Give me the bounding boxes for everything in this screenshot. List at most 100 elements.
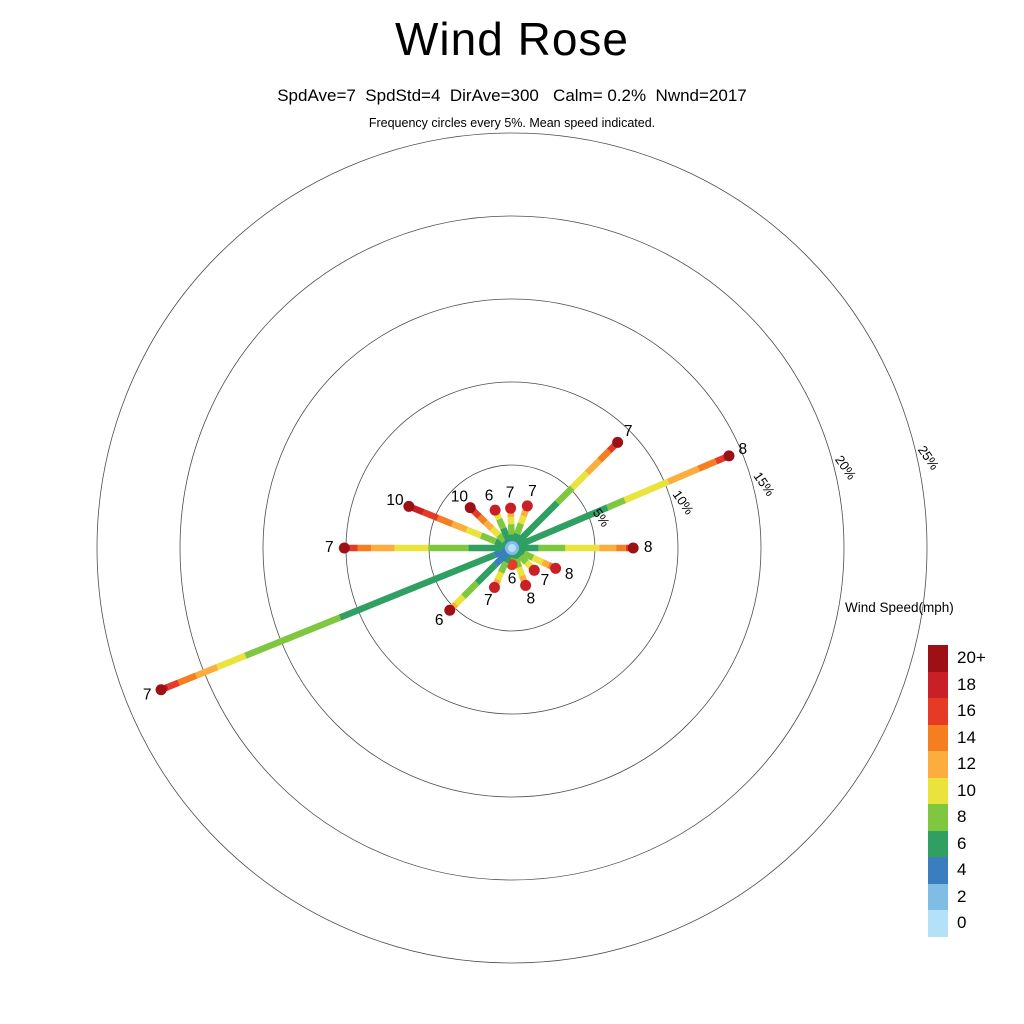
wind-spoke-segment: [216, 652, 247, 671]
wind-spoke-segment: [606, 443, 617, 454]
legend-entry-label: 0: [957, 913, 967, 933]
wind-spoke-segment: [555, 485, 575, 505]
wind-spoke-segment: [597, 448, 612, 463]
wind-spoke-segment: [474, 561, 499, 586]
frequency-ring: [96, 132, 928, 964]
wind-spoke-tip: [403, 500, 415, 512]
legend-color-swatch: [928, 804, 948, 831]
spoke-mean-speed-label: 7: [325, 539, 334, 556]
wind-spoke-tip: [528, 564, 540, 576]
legend-color-swatch: [928, 724, 948, 751]
wind-spoke-segment: [244, 614, 342, 659]
wind-spoke-segment: [541, 559, 551, 569]
frequency-note: Frequency circles every 5%. Mean speed i…: [368, 116, 656, 130]
wind-spoke-tip: [505, 502, 517, 514]
wind-spoke-segment: [623, 478, 670, 504]
wind-spoke-segment: [482, 519, 495, 531]
wind-spoke-tip: [155, 684, 167, 696]
legend-entry: 14: [928, 724, 1024, 751]
ring-percent-label: 10%: [670, 487, 697, 517]
legend-color-swatch: [928, 751, 948, 778]
wind-spoke-segment: [479, 532, 497, 545]
wind-spoke-segment: [517, 514, 527, 525]
wind-spoke-tip: [521, 500, 533, 512]
wind-spoke-tip: [488, 581, 500, 593]
spoke-mean-speed-label: 7: [506, 484, 515, 501]
wind-spoke-segment: [584, 458, 602, 476]
legend-entry: 8: [928, 804, 1024, 831]
wind-spoke-segment: [472, 509, 482, 519]
spoke-mean-speed-label: 8: [565, 566, 574, 583]
legend-entry-label: 8: [957, 807, 967, 827]
wind-spoke-segment: [436, 514, 454, 527]
ring-percent-label: 20%: [832, 452, 859, 482]
legend-entry: 20+: [928, 645, 1024, 672]
wind-spoke-segment: [518, 554, 529, 565]
legend-title: Wind Speed(mph): [845, 600, 954, 615]
wind-spoke-segment: [714, 454, 726, 465]
legend-entry: 16: [928, 698, 1024, 725]
spoke-mean-speed-label: 7: [528, 483, 537, 500]
legend-entry-label: 2: [957, 886, 967, 906]
wind-spoke-tip: [550, 562, 562, 574]
legend-color-swatch: [928, 830, 948, 857]
spoke-mean-speed-label: 8: [738, 441, 747, 458]
wind-spoke-segment: [194, 664, 219, 679]
wind-spoke-segment: [569, 470, 590, 491]
wind-spoke-segment: [514, 522, 524, 535]
calm-center-core: [508, 544, 516, 552]
wind-spoke-segment: [500, 526, 511, 541]
legend-entry-label: 12: [957, 754, 976, 774]
spoke-mean-speed-label: 7: [143, 686, 152, 703]
legend-color-swatch: [928, 777, 948, 804]
legend-color-swatch: [928, 698, 948, 725]
wind-spoke-segment: [513, 558, 523, 569]
wind-spoke-segment: [494, 571, 505, 581]
frequency-ring: [262, 298, 762, 798]
wind-spoke-segment: [422, 509, 439, 522]
wind-spoke-segment: [496, 517, 507, 530]
page-title: Wind Rose: [395, 13, 629, 65]
wind-spoke-tip: [627, 542, 639, 554]
wind-spoke-tip: [464, 502, 476, 514]
wind-spoke-tip: [612, 436, 624, 448]
legend-color-swatch: [928, 910, 948, 937]
spoke-mean-speed-label: 8: [644, 539, 653, 556]
wind-spoke-tip: [489, 504, 501, 516]
legend: Wind Speed(mph) 20+ 18 16 14 12 10 8 6 4 2 0: [845, 600, 1024, 937]
legend-entry: 4: [928, 857, 1024, 884]
legend-entry: 12: [928, 751, 1024, 778]
wind-spoke-segment: [531, 554, 544, 566]
spoke-mean-speed-label: 10: [386, 492, 404, 509]
wind-spoke-segment: [523, 559, 533, 569]
ring-percent-label: 15%: [751, 469, 778, 499]
spoke-mean-speed-label: 6: [508, 571, 517, 588]
wind-spoke-segment: [450, 520, 468, 533]
legend-entry: 6: [928, 830, 1024, 857]
wind-spoke-segment: [461, 580, 480, 599]
wind-spoke-segment: [465, 526, 483, 539]
wind-spoke-tip: [723, 450, 735, 462]
legend-color-swatch: [928, 645, 948, 672]
legend-entry-label: 6: [957, 833, 967, 853]
wind-spoke-segment: [496, 532, 507, 544]
frequency-ring: [179, 215, 845, 881]
legend-color-swatch: [928, 883, 948, 910]
legend-entry: 0: [928, 910, 1024, 937]
legend-entry: 2: [928, 883, 1024, 910]
legend-color-swatch: [928, 671, 948, 698]
legend-entry-label: 10: [957, 780, 976, 800]
wind-spoke-segment: [519, 574, 528, 583]
wind-spoke-segment: [522, 550, 535, 561]
wind-spoke-segment: [516, 566, 526, 577]
legend-entry-label: 16: [957, 701, 976, 721]
wind-spoke-segment: [489, 526, 501, 538]
legend-colorbar: 20+ 18 16 14 12 10 8 6 4 2 0: [845, 645, 1024, 937]
wind-spoke-segment: [498, 560, 509, 574]
stats-subtitle: SpdAve=7 SpdStd=4 DirAve=300 Calm= 0.2% …: [277, 86, 747, 105]
spoke-mean-speed-label: 6: [435, 612, 444, 629]
wind-spoke-segment: [666, 465, 700, 485]
wind-spoke-segment: [166, 679, 180, 690]
legend-entry-label: 4: [957, 860, 967, 880]
spoke-mean-speed-label: 10: [451, 488, 469, 505]
